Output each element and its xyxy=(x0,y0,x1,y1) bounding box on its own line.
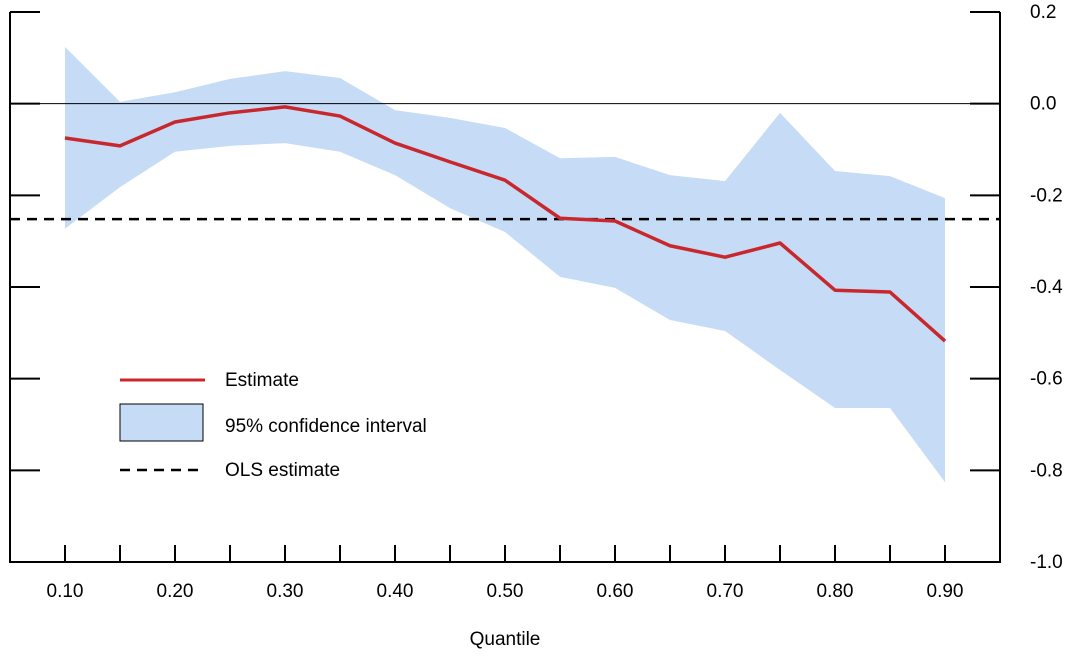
x-tick-label: 0.70 xyxy=(707,581,744,602)
confidence-band xyxy=(65,46,945,483)
y-tick-label: -0.6 xyxy=(1030,369,1063,390)
legend-label: OLS estimate xyxy=(225,460,340,481)
x-tick-label: 0.50 xyxy=(487,581,524,602)
x-tick-label: 0.20 xyxy=(157,581,194,602)
legend-label: 95% confidence interval xyxy=(225,416,427,437)
y-tick-label: -0.4 xyxy=(1030,277,1063,298)
estimate-line xyxy=(64,105,947,343)
x-tick-label: 0.90 xyxy=(927,581,964,602)
y-tick-label: 0.2 xyxy=(1030,2,1056,23)
x-axis-label: Quantile xyxy=(470,629,541,650)
y-tick-label: -1.0 xyxy=(1030,552,1063,573)
y-tick-label: -0.8 xyxy=(1030,460,1063,481)
x-tick-label: 0.10 xyxy=(47,581,84,602)
x-tick-label: 0.40 xyxy=(377,581,414,602)
x-tick-label: 0.60 xyxy=(597,581,634,602)
legend-swatch xyxy=(119,403,204,442)
x-tick-label: 0.80 xyxy=(817,581,854,602)
y-tick-label: -0.2 xyxy=(1030,185,1063,206)
x-tick-label: 0.30 xyxy=(267,581,304,602)
y-tick-label: 0.0 xyxy=(1030,94,1056,115)
legend-label: Estimate xyxy=(225,370,299,391)
